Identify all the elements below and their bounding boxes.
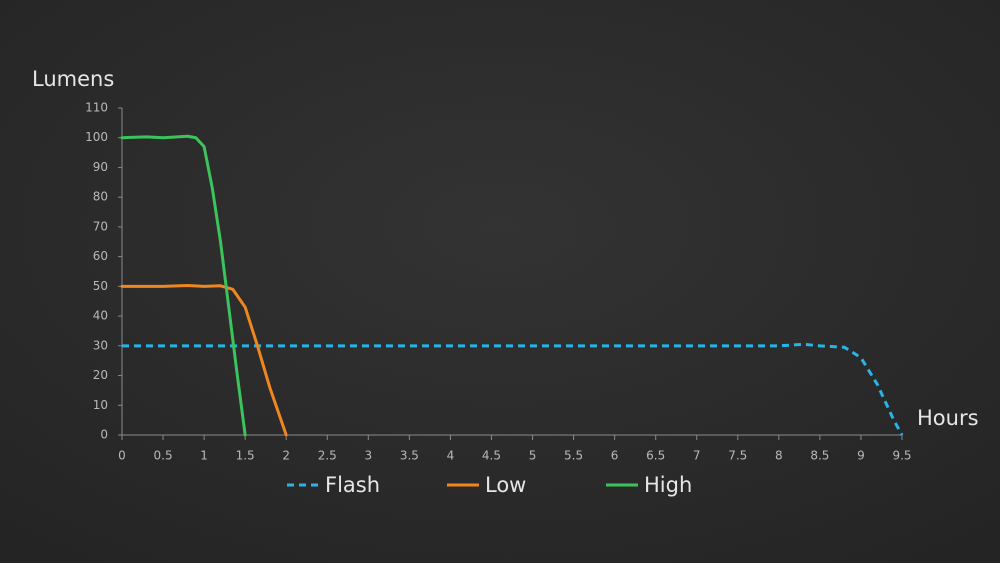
x-tick-label: 8.5 <box>810 449 829 463</box>
series-line <box>120 283 288 437</box>
y-tick-label: 60 <box>93 249 108 263</box>
y-tick-label: 20 <box>93 368 108 382</box>
x-tick-label: 8 <box>775 449 783 463</box>
y-tick-label: 100 <box>85 130 108 144</box>
y-tick-label: 40 <box>93 309 108 323</box>
y-tick-label: 110 <box>85 101 108 115</box>
x-tick-label: 6.5 <box>646 449 665 463</box>
x-tick-label: 7.5 <box>728 449 747 463</box>
x-tick-label: 4.5 <box>482 449 501 463</box>
y-axis-title: Lumens <box>32 67 114 91</box>
x-tick-label: 3.5 <box>400 449 419 463</box>
y-tick-label: 30 <box>93 338 108 352</box>
x-tick-label: 3 <box>364 449 372 463</box>
series-line <box>122 342 904 436</box>
legend-label: Low <box>485 473 526 497</box>
y-tick-label: 80 <box>93 190 108 204</box>
y-tick-label: 70 <box>93 219 108 233</box>
legend-label: High <box>644 473 692 497</box>
x-tick-label: 5.5 <box>564 449 583 463</box>
y-tick-label: 90 <box>93 160 108 174</box>
y-tick-label: 10 <box>93 398 108 412</box>
x-axis-title: Hours <box>917 406 979 430</box>
x-tick-label: 6 <box>611 449 619 463</box>
y-tick-label: 50 <box>93 279 108 293</box>
x-tick-label: 9.5 <box>892 449 911 463</box>
x-tick-label: 2 <box>282 449 290 463</box>
x-tick-label: 1 <box>200 449 208 463</box>
y-tick-label: 0 <box>100 428 108 442</box>
x-tick-label: 4 <box>447 449 455 463</box>
x-tick-label: 9 <box>857 449 865 463</box>
x-tick-label: 2.5 <box>318 449 337 463</box>
x-tick-label: 0 <box>118 449 126 463</box>
x-tick-label: 1.5 <box>236 449 255 463</box>
x-tick-label: 5 <box>529 449 537 463</box>
x-tick-label: 7 <box>693 449 701 463</box>
x-tick-label: 0.5 <box>154 449 173 463</box>
legend-label: Flash <box>325 473 380 497</box>
series-line <box>120 134 247 437</box>
